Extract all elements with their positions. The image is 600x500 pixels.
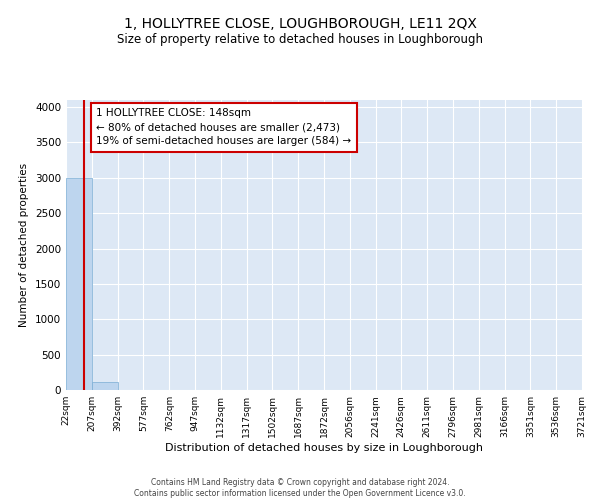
Bar	[66, 178, 92, 390]
Text: 1 HOLLYTREE CLOSE: 148sqm
← 80% of detached houses are smaller (2,473)
19% of se: 1 HOLLYTREE CLOSE: 148sqm ← 80% of detac…	[97, 108, 352, 146]
X-axis label: Distribution of detached houses by size in Loughborough: Distribution of detached houses by size …	[165, 442, 483, 452]
Y-axis label: Number of detached properties: Number of detached properties	[19, 163, 29, 327]
Text: 1, HOLLYTREE CLOSE, LOUGHBOROUGH, LE11 2QX: 1, HOLLYTREE CLOSE, LOUGHBOROUGH, LE11 2…	[124, 18, 476, 32]
Bar	[92, 382, 118, 390]
Text: Size of property relative to detached houses in Loughborough: Size of property relative to detached ho…	[117, 32, 483, 46]
Text: Contains HM Land Registry data © Crown copyright and database right 2024.
Contai: Contains HM Land Registry data © Crown c…	[134, 478, 466, 498]
